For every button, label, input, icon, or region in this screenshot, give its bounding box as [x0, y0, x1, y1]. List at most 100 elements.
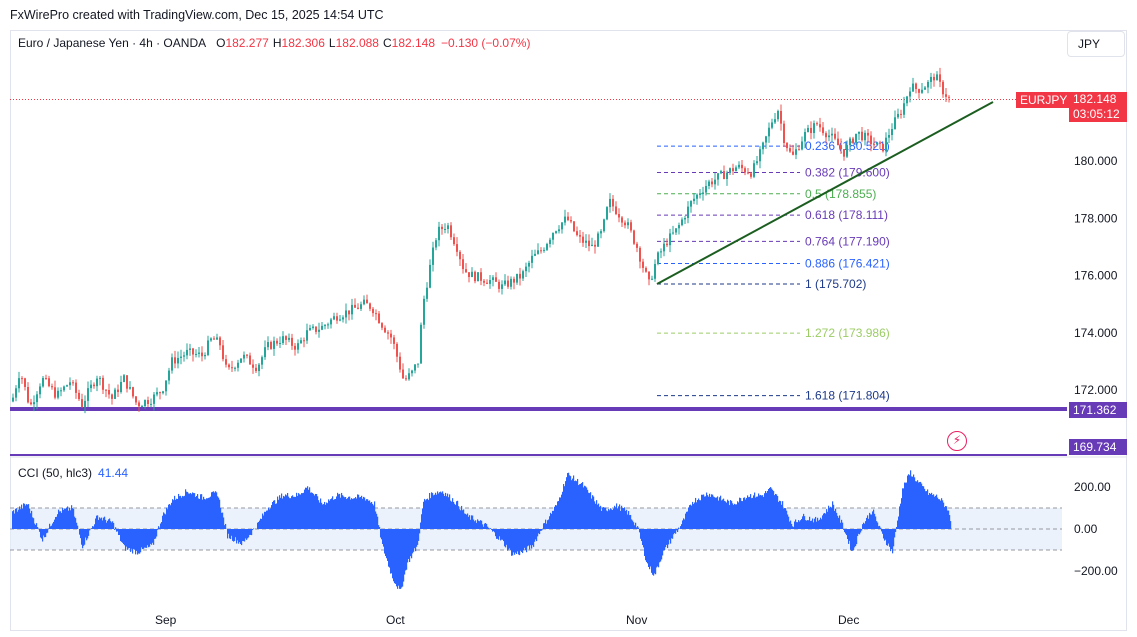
cci-bar — [764, 493, 766, 529]
cci-bar — [491, 529, 493, 530]
cci-bar — [731, 501, 733, 529]
cci-bar — [428, 500, 430, 529]
cci-bar — [113, 522, 115, 529]
cci-bar — [345, 497, 347, 529]
cci-bar — [703, 494, 705, 529]
candle-body — [21, 378, 23, 380]
candle-body — [87, 388, 89, 401]
cci-bar — [492, 529, 494, 532]
cci-bar — [30, 513, 32, 529]
cci-bar — [601, 510, 603, 529]
cci-bar — [195, 497, 197, 529]
cci-bar — [376, 513, 378, 529]
cci-bar — [386, 529, 388, 559]
cci-bar — [12, 511, 14, 529]
cci-bar — [804, 516, 806, 529]
cci-bar — [704, 496, 706, 529]
cci-bar — [13, 510, 15, 529]
cci-bar — [745, 499, 747, 529]
cci-bar — [162, 515, 164, 529]
cci-bar — [153, 529, 155, 545]
price-axis-tick: 178.000 — [1074, 211, 1118, 225]
cci-bar — [229, 529, 231, 539]
candle-body — [45, 377, 47, 379]
cci-bar — [480, 520, 482, 529]
cci-bar — [726, 502, 728, 529]
alert-icon[interactable]: ⚡ — [947, 431, 967, 451]
cci-bar — [23, 503, 25, 529]
cci-bar — [270, 508, 272, 529]
cci-bar — [32, 517, 34, 529]
cci-bar — [944, 507, 946, 529]
candle-body — [915, 83, 917, 90]
cci-bar — [379, 526, 381, 529]
candle-body — [192, 348, 194, 355]
cci-bar — [766, 492, 768, 529]
cci-bar — [332, 496, 334, 529]
cci-bar — [117, 529, 119, 532]
candle-body — [156, 392, 158, 395]
cci-bar — [910, 470, 912, 529]
cci-bar — [863, 522, 865, 529]
cci-bar — [110, 521, 112, 529]
cci-bar — [406, 529, 408, 570]
cci-bar — [912, 476, 914, 529]
cci-bar — [543, 523, 545, 529]
cci-bar — [889, 529, 891, 547]
cci-bar — [331, 498, 333, 529]
cci-bar — [471, 515, 473, 529]
cci-bar — [221, 512, 223, 529]
cci-bar — [608, 509, 610, 529]
cci-bar — [494, 529, 496, 533]
cci-bar — [354, 498, 356, 529]
candle-body — [579, 235, 581, 237]
cci-bar — [318, 500, 320, 529]
candle-body — [210, 338, 212, 341]
candle-body — [681, 219, 683, 226]
cci-bar — [874, 513, 876, 529]
cci-bar — [171, 502, 173, 529]
cci-bar — [234, 529, 236, 541]
cci-bar — [281, 493, 283, 529]
cci-bar — [87, 529, 89, 539]
cci-bar — [462, 510, 464, 529]
open-label: O — [216, 36, 226, 50]
cci-bar — [42, 529, 44, 542]
price-axis-tick: 172.000 — [1074, 383, 1118, 397]
cci-bar — [175, 499, 177, 529]
candle-body — [738, 164, 740, 168]
cci-bar — [82, 529, 84, 549]
candle-body — [516, 273, 518, 283]
cci-bar — [665, 529, 667, 548]
cci-bar — [47, 529, 49, 533]
candle-body — [315, 326, 317, 332]
cci-bar — [859, 529, 861, 535]
cci-bar — [105, 519, 107, 529]
cci-bar — [57, 514, 59, 529]
cci-bar — [558, 500, 560, 529]
cci-bar — [652, 529, 654, 575]
candle-body — [414, 364, 416, 371]
cci-bar — [637, 526, 639, 529]
cci-bar — [392, 529, 394, 579]
candle-body — [672, 232, 674, 234]
candle-body — [498, 281, 500, 289]
cci-bar — [622, 508, 624, 529]
cci-bar — [363, 496, 365, 529]
cci-bar — [194, 493, 196, 529]
currency-button[interactable]: JPY — [1067, 31, 1125, 57]
cci-bar — [401, 529, 403, 588]
candle-body — [486, 282, 488, 284]
cci-bar — [564, 486, 566, 529]
cci-bar — [816, 521, 818, 529]
candle-body — [927, 81, 929, 88]
candle-body — [411, 370, 413, 374]
candle-body — [294, 345, 296, 350]
cci-bar — [799, 521, 801, 529]
cci-bar — [555, 505, 557, 529]
candle-body — [216, 337, 218, 340]
cci-bar — [160, 523, 162, 529]
cci-bar — [846, 529, 848, 536]
cci-bar — [793, 527, 795, 529]
